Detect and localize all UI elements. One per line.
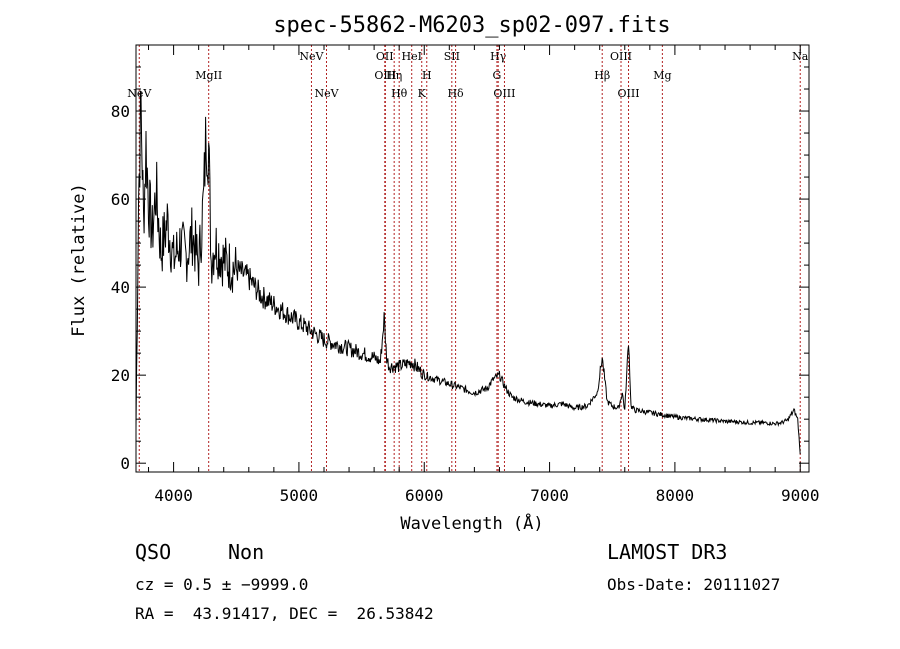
y-tick-label: 80 bbox=[111, 102, 130, 121]
line-marker-label: OII bbox=[376, 50, 394, 63]
line-marker-label: OIII bbox=[617, 87, 639, 100]
line-marker-label: H bbox=[422, 69, 432, 82]
y-tick-label: 40 bbox=[111, 278, 130, 297]
line-marker-label: Hη bbox=[386, 69, 402, 82]
line-marker-label: Hθ bbox=[391, 87, 408, 100]
x-tick-label: 8000 bbox=[656, 486, 695, 505]
line-marker-label: MgII bbox=[195, 69, 222, 82]
object-subclass: Non bbox=[228, 540, 265, 564]
chart-title: spec-55862-M6203_sp02-097.fits bbox=[273, 13, 670, 38]
line-marker-label: Hβ bbox=[594, 69, 610, 82]
x-tick-label: 4000 bbox=[154, 486, 193, 505]
redshift-text: cz = 0.5 ± −9999.0 bbox=[135, 575, 309, 594]
x-tick-label: 6000 bbox=[405, 486, 444, 505]
obs-date-text: Obs-Date: 20111027 bbox=[607, 575, 781, 594]
plot-frame bbox=[135, 44, 810, 473]
x-tick-label: 5000 bbox=[280, 486, 319, 505]
line-marker-label: NeV bbox=[299, 50, 324, 63]
line-marker-label: Mg bbox=[653, 69, 671, 82]
coordinates-text: RA = 43.91417, DEC = 26.53842 bbox=[135, 604, 434, 623]
x-axis-label: Wavelength (Å) bbox=[400, 512, 543, 534]
spectrum-line-0 bbox=[135, 90, 801, 455]
line-marker-label: OIII bbox=[493, 87, 515, 100]
survey-name: LAMOST DR3 bbox=[607, 540, 728, 564]
x-tick-label: 7000 bbox=[530, 486, 569, 505]
x-tick-label: 9000 bbox=[781, 486, 820, 505]
line-marker-label: NeV bbox=[314, 87, 339, 100]
spectrum-series bbox=[135, 90, 801, 455]
line-marker-label: HeI bbox=[401, 50, 421, 63]
line-marker-label: Hγ bbox=[490, 50, 507, 63]
line-marker-label: NeV bbox=[127, 87, 152, 100]
y-tick-label: 0 bbox=[120, 454, 130, 473]
y-tick-label: 20 bbox=[111, 366, 130, 385]
line-marker-label: OIII bbox=[374, 69, 396, 82]
emission-line-markers: NeVMgIINeVNeVOIIOIIIHηHθHeIHKSIIHδHγGOII… bbox=[127, 45, 809, 472]
line-marker-label: G bbox=[493, 69, 502, 82]
line-marker-label: Hδ bbox=[447, 87, 464, 100]
line-marker-label: K bbox=[418, 87, 427, 100]
line-marker-label: SII bbox=[444, 50, 460, 63]
y-tick-label: 60 bbox=[111, 190, 130, 209]
line-marker-label: Na bbox=[792, 50, 809, 63]
line-marker-label: OIII bbox=[610, 50, 632, 63]
axis-ticks: 4000 5000 6000 7000 8000 9000 0 20 40 60 80 bbox=[111, 45, 820, 505]
object-class: QSO bbox=[135, 540, 172, 564]
y-axis-label: Flux (relative) bbox=[69, 183, 89, 337]
